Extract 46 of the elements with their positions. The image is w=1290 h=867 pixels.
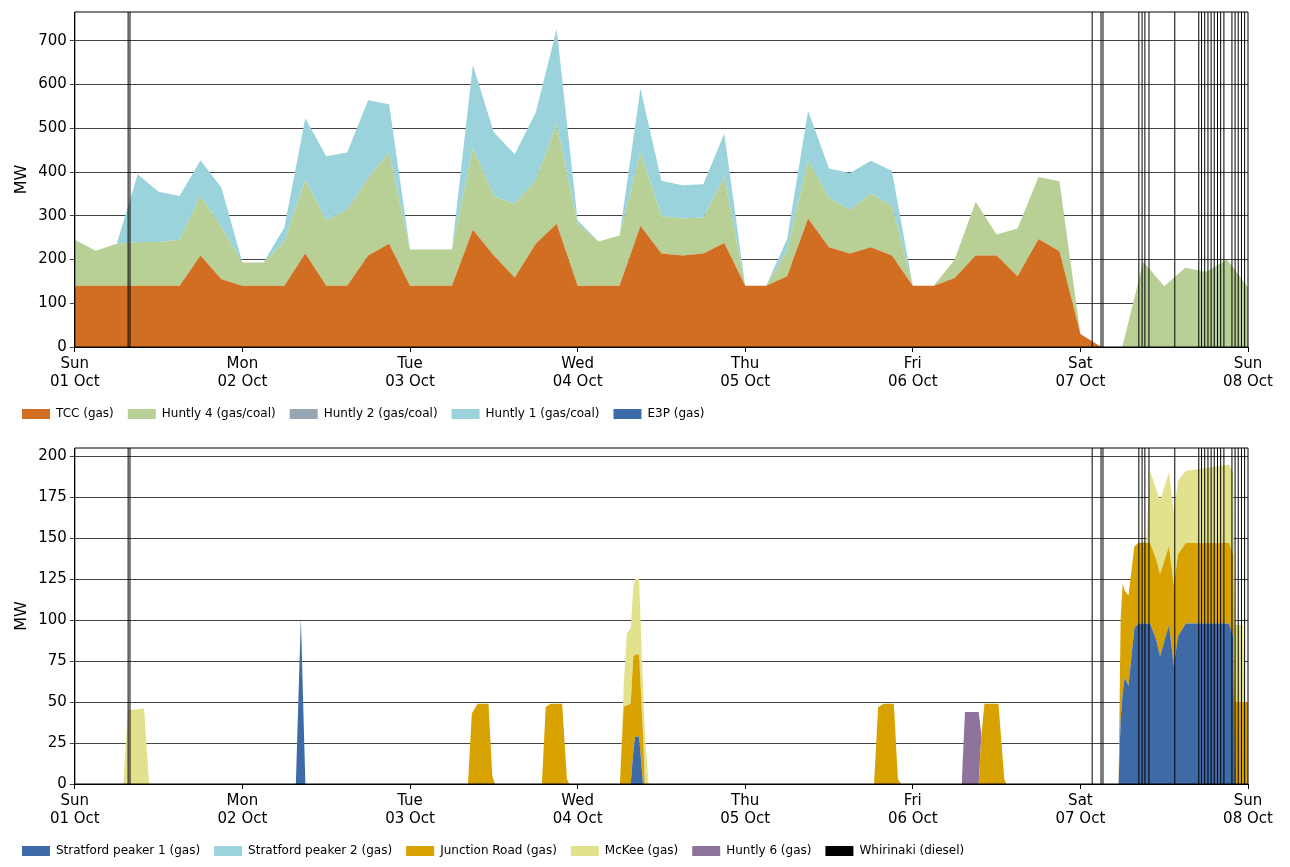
y-tick-label: 25 (47, 732, 67, 751)
legend-label: McKee (gas) (604, 843, 679, 858)
legend-label: Junction Road (gas) (439, 843, 557, 858)
x-tick-label: Mon 02 Oct (217, 790, 268, 827)
x-tick-label: Fri 06 Oct (887, 353, 938, 390)
y-tick-label: 200 (38, 446, 67, 465)
y-axis-title: MW (10, 164, 30, 195)
legend-label: Huntly 2 (gas/coal) (323, 406, 438, 421)
y-tick-label: 175 (38, 487, 67, 506)
y-tick-label: 700 (38, 30, 67, 49)
x-tick-label: Mon 02 Oct (217, 353, 268, 390)
x-tick-label: Wed 04 Oct (552, 353, 603, 390)
legend-label: Stratford peaker 1 (gas) (56, 843, 201, 858)
legend-label: Huntly 6 (gas) (726, 843, 812, 858)
x-tick-label: Thu 05 Oct (720, 790, 771, 827)
y-axis-title: MW (10, 601, 30, 631)
x-tick-label: Sun 01 Oct (49, 790, 100, 827)
x-tick-label: Wed 04 Oct (552, 790, 603, 827)
x-tick-label: Tue 03 Oct (385, 353, 436, 390)
x-tick-label: Tue 03 Oct (385, 790, 436, 827)
legend-label: E3P (gas) (647, 406, 705, 421)
x-tick-label: Sun 08 Oct (1223, 790, 1274, 827)
x-tick-label: Sat 07 Oct (1055, 790, 1106, 827)
y-tick-label: 125 (38, 569, 67, 588)
y-tick-label: 300 (38, 205, 67, 224)
legend-label: TCC (gas) (55, 406, 114, 421)
y-tick-label: 100 (38, 293, 67, 312)
x-tick-label: Sun 08 Oct (1223, 353, 1274, 390)
legend-label: Stratford peaker 2 (gas) (248, 843, 393, 858)
x-tick-label: Sun 01 Oct (49, 353, 100, 390)
y-tick-label: 75 (47, 650, 67, 669)
y-tick-label: 0 (57, 336, 67, 355)
y-tick-label: 400 (38, 161, 67, 180)
x-tick-label: Fri 06 Oct (887, 790, 938, 827)
y-tick-label: 0 (57, 773, 67, 792)
y-tick-label: 100 (38, 609, 67, 628)
y-tick-label: 200 (38, 249, 67, 268)
y-tick-label: 150 (38, 528, 67, 547)
y-tick-label: 500 (38, 118, 67, 137)
legend-label: Huntly 1 (gas/coal) (485, 406, 600, 421)
x-tick-label: Thu 05 Oct (720, 353, 771, 390)
x-tick-label: Sat 07 Oct (1055, 353, 1106, 390)
y-tick-label: 600 (38, 74, 67, 93)
y-tick-label: 50 (47, 691, 67, 710)
legend-label: Whirinaki (diesel) (859, 843, 965, 858)
legend-label: Huntly 4 (gas/coal) (161, 406, 276, 421)
